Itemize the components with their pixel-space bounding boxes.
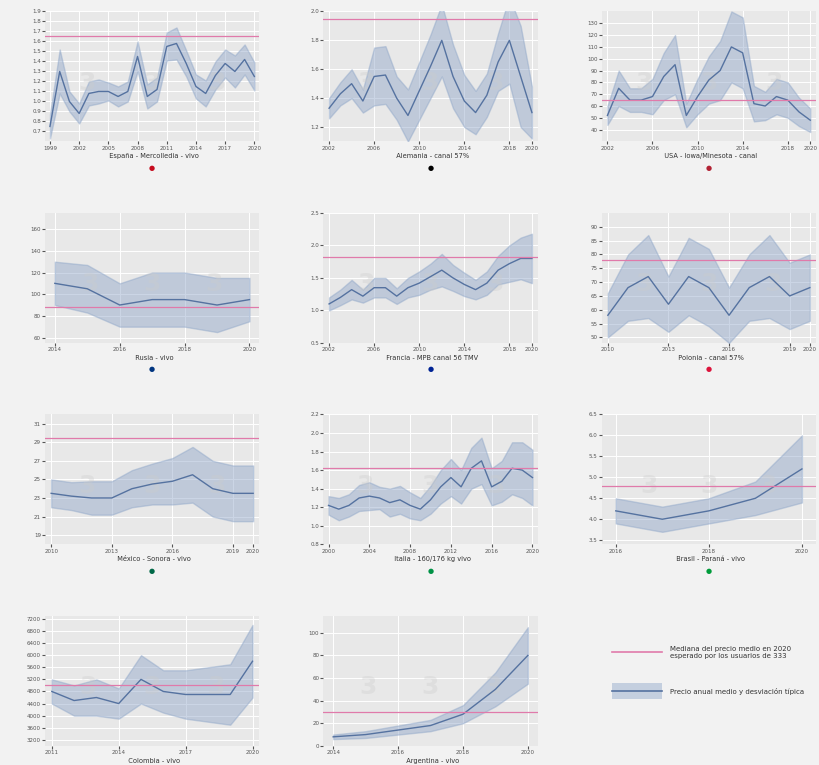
Text: ●: ● xyxy=(427,164,433,171)
Text: 3: 3 xyxy=(143,675,161,699)
Text: 3: 3 xyxy=(207,675,224,699)
Text: 3: 3 xyxy=(486,272,504,297)
Text: ●: ● xyxy=(705,366,711,373)
Text: 3: 3 xyxy=(206,272,223,297)
Text: 3: 3 xyxy=(79,675,97,699)
Text: 3: 3 xyxy=(421,474,439,498)
Text: 3: 3 xyxy=(764,71,781,95)
Text: 3: 3 xyxy=(356,474,373,498)
Text: ●: ● xyxy=(149,568,155,574)
Text: 3: 3 xyxy=(81,272,98,297)
X-axis label:   Rusia - vivo: Rusia - vivo xyxy=(131,355,174,361)
Text: 3: 3 xyxy=(635,71,652,95)
Text: 3: 3 xyxy=(699,272,717,297)
Text: ●: ● xyxy=(427,568,433,574)
Text: 3: 3 xyxy=(640,474,657,498)
Text: 3: 3 xyxy=(143,474,161,498)
Text: ●: ● xyxy=(427,366,433,373)
Text: 3: 3 xyxy=(759,474,776,498)
Text: 3: 3 xyxy=(359,675,377,699)
Text: ●: ● xyxy=(705,164,711,171)
X-axis label:   México - Sonora - vivo: México - Sonora - vivo xyxy=(113,556,191,562)
Text: ●: ● xyxy=(149,366,155,373)
Text: ●: ● xyxy=(149,164,155,171)
Text: 3: 3 xyxy=(699,474,717,498)
Text: 3: 3 xyxy=(635,272,652,297)
FancyBboxPatch shape xyxy=(612,683,661,699)
Text: ●: ● xyxy=(705,568,711,574)
Text: 3: 3 xyxy=(483,675,501,699)
Text: 3: 3 xyxy=(486,71,504,95)
Text: 3: 3 xyxy=(421,675,439,699)
Text: Precio anual medio y desviación típica: Precio anual medio y desviación típica xyxy=(669,688,803,695)
Text: 3: 3 xyxy=(421,71,439,95)
Text: 3: 3 xyxy=(356,272,373,297)
Text: Mediana del precio medio en 2020 esperado por los usuarios de 333: Mediana del precio medio en 2020 esperad… xyxy=(669,646,790,659)
Text: 3: 3 xyxy=(78,71,95,95)
Text: 3: 3 xyxy=(143,272,161,297)
Text: 3: 3 xyxy=(79,474,96,498)
Text: 3: 3 xyxy=(356,71,373,95)
X-axis label:   Francia - MPB canal 56 TMV: Francia - MPB canal 56 TMV xyxy=(382,355,478,361)
X-axis label:   Argentina - vivo: Argentina - vivo xyxy=(401,758,459,763)
Text: 3: 3 xyxy=(209,71,226,95)
X-axis label:   Alemania - canal 57%: Alemania - canal 57% xyxy=(391,154,468,159)
Text: 3: 3 xyxy=(764,272,781,297)
X-axis label:   Polonia - canal 57%: Polonia - canal 57% xyxy=(673,355,743,361)
X-axis label:   Colombia - vivo: Colombia - vivo xyxy=(124,758,180,763)
X-axis label:   España - Mercolledia - vivo: España - Mercolledia - vivo xyxy=(105,154,199,159)
X-axis label:   USA - Iowa/Minesota - canal: USA - Iowa/Minesota - canal xyxy=(659,154,757,159)
X-axis label:   Italia - 160/176 kg vivo: Italia - 160/176 kg vivo xyxy=(390,556,470,562)
X-axis label:   Brasil - Paraná - vivo: Brasil - Paraná - vivo xyxy=(672,556,744,562)
Text: 3: 3 xyxy=(486,474,504,498)
Text: 3: 3 xyxy=(208,474,225,498)
Text: 3: 3 xyxy=(421,272,439,297)
Text: 3: 3 xyxy=(143,71,161,95)
Text: 3: 3 xyxy=(699,71,717,95)
